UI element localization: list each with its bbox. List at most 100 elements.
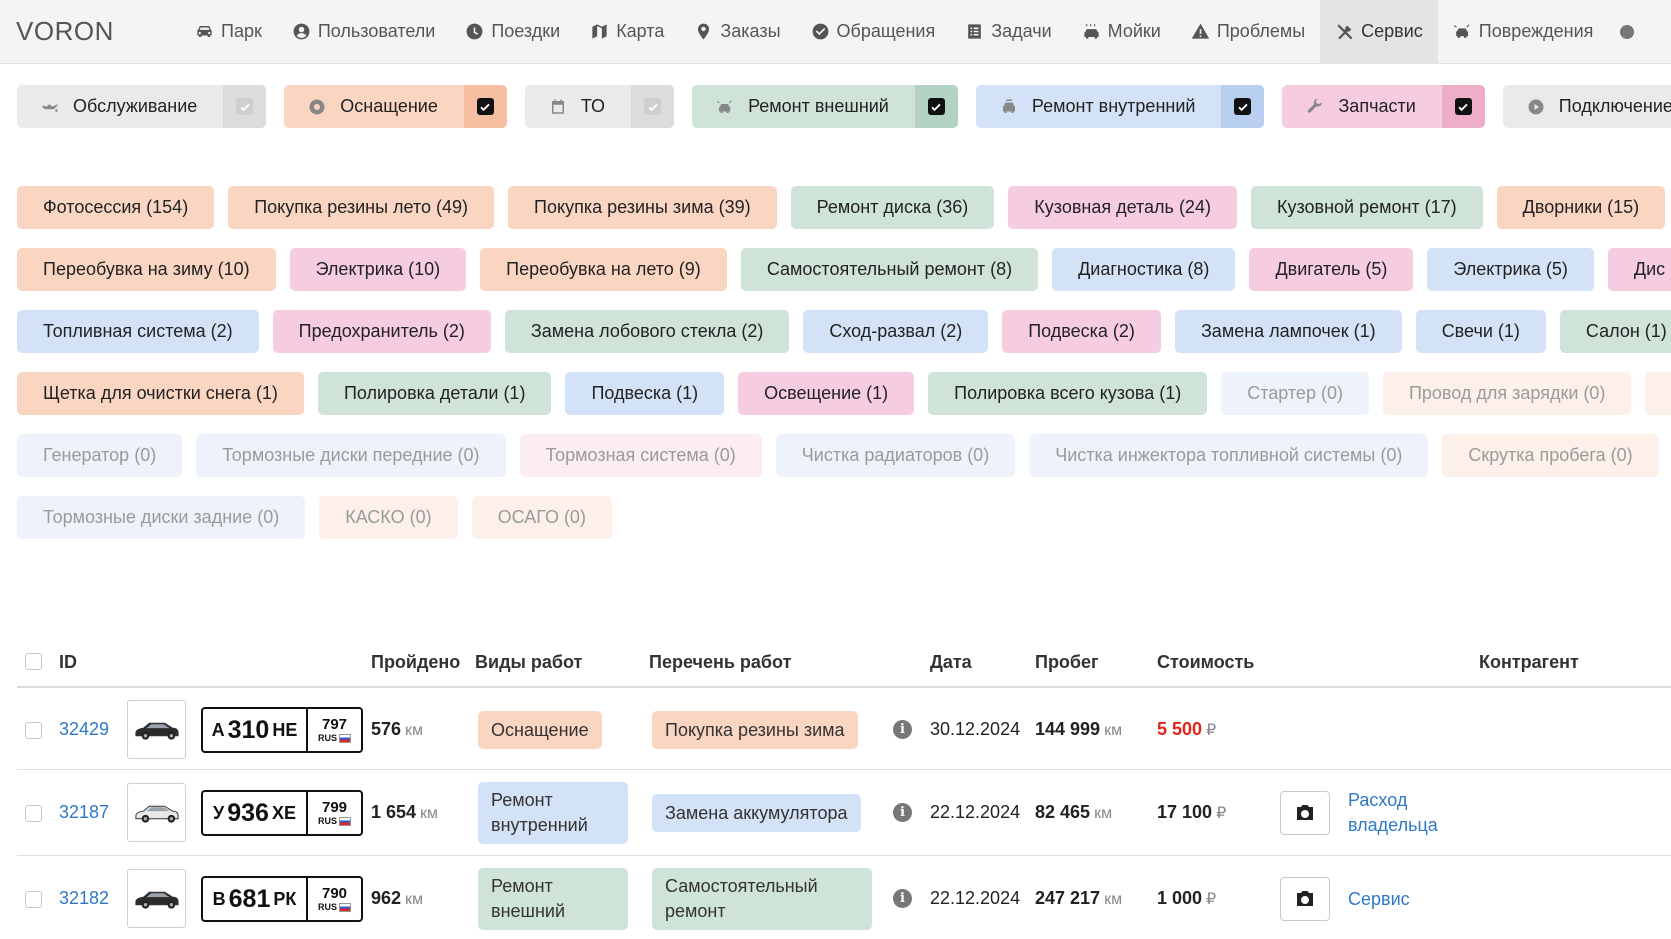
work-tag[interactable]: Дис — [1607, 248, 1671, 291]
work-tag[interactable]: Электрика (5) — [1427, 248, 1594, 291]
row-id-link[interactable]: 32182 — [59, 888, 110, 908]
category-label[interactable]: ТО — [524, 85, 632, 128]
car-thumbnail[interactable] — [127, 783, 186, 842]
work-type-badge[interactable]: Оснащение — [478, 711, 602, 749]
work-tag[interactable]: Диагностика (8) — [1052, 248, 1236, 291]
nav-item-6[interactable]: Задачи — [950, 0, 1066, 63]
table-row[interactable]: 32187 У 936 ХЕ 799 RUS 1 654 км Ремонт внутренни… — [17, 770, 1671, 856]
col-cost[interactable]: Стоимость — [1157, 652, 1255, 672]
col-mileage[interactable]: Пробег — [1035, 652, 1099, 672]
work-tag[interactable]: Полировка детали (1) — [317, 372, 552, 415]
work-tag[interactable]: Провод для зарядки (0) — [1382, 372, 1632, 415]
work-tag[interactable]: Скрутка пробега (0) — [1442, 434, 1659, 477]
work-tag[interactable]: Свечи (1) — [1415, 310, 1546, 353]
work-tag[interactable]: Тормозные диски задние (0) — [17, 496, 306, 539]
work-tag[interactable]: Покупка резины зима (39) — [508, 186, 777, 229]
work-tag[interactable]: Кузовная деталь (24) — [1008, 186, 1237, 229]
category-checkbox-area[interactable] — [914, 85, 958, 128]
category-toggle-6[interactable]: Подключение — [1502, 85, 1671, 128]
nav-item-9[interactable]: Сервис — [1320, 0, 1438, 63]
work-tag[interactable]: Самостоятельный ремонт (8) — [740, 248, 1039, 291]
info-icon[interactable]: i — [893, 889, 912, 908]
work-tag[interactable]: КАСКО (0) — [319, 496, 458, 539]
row-id-link[interactable]: 32187 — [59, 802, 110, 822]
category-checkbox-area[interactable] — [1441, 85, 1485, 128]
work-tag[interactable]: Электрика (10) — [289, 248, 467, 291]
category-checkbox-area[interactable] — [1221, 85, 1265, 128]
work-item-badge[interactable]: Самостоятельный ремонт — [652, 868, 872, 930]
category-toggle-1[interactable]: Оснащение — [284, 85, 507, 128]
work-tag[interactable]: Тормозные диски передние (0) — [196, 434, 506, 477]
category-checkbox-area[interactable] — [463, 85, 507, 128]
info-icon[interactable]: i — [893, 803, 912, 822]
category-toggle-2[interactable]: ТО — [524, 85, 675, 128]
category-label[interactable]: Подключение — [1502, 85, 1671, 128]
nav-item-7[interactable]: Мойки — [1067, 0, 1176, 63]
col-id[interactable]: ID — [59, 652, 77, 672]
row-id-link[interactable]: 32429 — [59, 719, 110, 739]
work-item-badge[interactable]: Покупка резины зима — [652, 711, 858, 749]
category-label[interactable]: Запчасти — [1282, 85, 1442, 128]
col-distance[interactable]: Пройдено — [371, 652, 461, 672]
work-tag[interactable]: Щетка для очистки снега (1) — [17, 372, 304, 415]
work-type-badge[interactable]: Ремонт внутренний — [478, 782, 628, 844]
category-checkbox[interactable] — [927, 98, 945, 115]
nav-item-10[interactable]: Повреждения — [1438, 0, 1609, 63]
table-row[interactable]: 32182 В 681 РК 790 RUS 962 км Ремонт внешний Само… — [17, 856, 1671, 939]
work-tag[interactable]: Сход-развал (2) — [803, 310, 989, 353]
work-tag[interactable]: Ремонт диска (36) — [790, 186, 995, 229]
work-tag[interactable]: Дворники (15) — [1496, 186, 1666, 229]
nav-item-5[interactable]: Обращения — [796, 0, 951, 63]
photo-button[interactable] — [1280, 877, 1330, 921]
nav-overflow-icon[interactable] — [1620, 24, 1635, 39]
select-all-checkbox[interactable] — [25, 653, 42, 670]
work-tag[interactable]: Подвеска (1) — [565, 372, 725, 415]
col-work-list[interactable]: Перечень работ — [649, 652, 792, 672]
category-label[interactable]: Оснащение — [284, 85, 464, 128]
work-tag[interactable]: ОСАГО (0) — [471, 496, 612, 539]
category-checkbox[interactable] — [236, 98, 254, 115]
col-counterparty[interactable]: Контрагент — [1479, 652, 1579, 672]
row-checkbox[interactable] — [25, 722, 42, 739]
category-checkbox-area[interactable] — [631, 85, 675, 128]
photo-button[interactable] — [1280, 791, 1330, 835]
category-checkbox[interactable] — [1454, 98, 1472, 115]
work-tag[interactable]: Генератор (0) — [17, 434, 183, 477]
category-label[interactable]: Ремонт внутренний — [975, 85, 1222, 128]
col-work-types[interactable]: Виды работ — [475, 652, 583, 672]
work-tag[interactable]: Стартер (0) — [1221, 372, 1369, 415]
work-tag[interactable]: Замена лобового стекла (2) — [504, 310, 790, 353]
nav-item-0[interactable]: Парк — [180, 0, 277, 63]
info-icon[interactable]: i — [893, 720, 912, 739]
work-tag[interactable]: Полировка всего кузова (1) — [928, 372, 1208, 415]
work-type-badge[interactable]: Ремонт внешний — [478, 868, 628, 930]
car-thumbnail[interactable] — [127, 700, 186, 759]
brand-logo[interactable]: VORON — [16, 16, 114, 46]
category-checkbox-area[interactable] — [223, 85, 267, 128]
work-tag[interactable]: Топливная система (2) — [17, 310, 259, 353]
table-row[interactable]: 32429 А 310 НЕ 797 RUS 576 км Оснащение Покупка р… — [17, 689, 1671, 770]
row-checkbox[interactable] — [25, 891, 42, 908]
work-tag[interactable]: Кузовной ремонт (17) — [1250, 186, 1483, 229]
work-tag[interactable]: Покупка резины лето (49) — [228, 186, 495, 229]
work-tag[interactable]: Чистка инжектора топливной системы (0) — [1029, 434, 1429, 477]
category-label[interactable]: Ремонт внешний — [692, 85, 915, 128]
nav-item-2[interactable]: Поездки — [450, 0, 575, 63]
category-checkbox[interactable] — [1234, 98, 1252, 115]
counterparty-link[interactable]: Сервис — [1348, 889, 1410, 909]
category-checkbox[interactable] — [644, 98, 662, 115]
category-toggle-4[interactable]: Ремонт внутренний — [975, 85, 1265, 128]
category-toggle-0[interactable]: Обслуживание — [17, 85, 267, 128]
work-tag[interactable]: Чистка радиаторов (0) — [775, 434, 1016, 477]
work-tag[interactable]: Салон (1) — [1559, 310, 1671, 353]
nav-item-4[interactable]: Заказы — [679, 0, 795, 63]
work-tag[interactable]: Подвеска (2) — [1002, 310, 1161, 353]
work-tag[interactable]: Предохранитель (2) — [272, 310, 491, 353]
work-tag[interactable]: Тормозная система (0) — [519, 434, 762, 477]
work-tag[interactable]: Освещение (1) — [738, 372, 915, 415]
nav-item-3[interactable]: Карта — [575, 0, 679, 63]
category-checkbox[interactable] — [476, 98, 494, 115]
row-checkbox[interactable] — [25, 805, 42, 822]
category-toggle-5[interactable]: Запчасти — [1282, 85, 1485, 128]
work-tag[interactable]: Двигатель (5) — [1249, 248, 1414, 291]
